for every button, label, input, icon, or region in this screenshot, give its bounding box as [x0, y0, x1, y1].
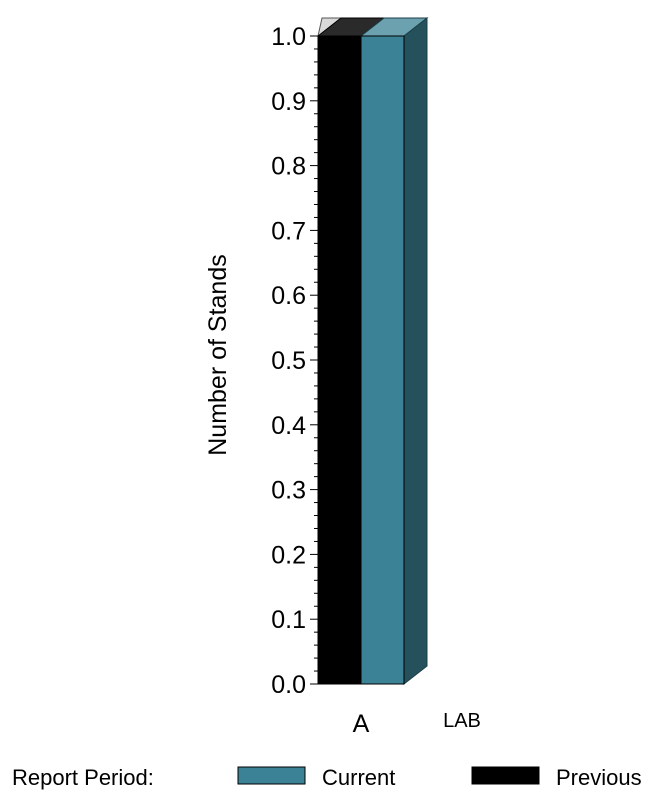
legend-swatch-previous — [471, 766, 540, 785]
y-tick-label: 1.0 — [271, 23, 306, 51]
y-tick-label: 0.7 — [271, 217, 306, 245]
y-tick-label: 0.0 — [271, 671, 306, 699]
legend-label-previous: Previous — [556, 765, 642, 790]
bar-current-a — [360, 35, 405, 685]
bar-side-current — [403, 16, 428, 686]
y-tick-label: 0.4 — [271, 412, 306, 440]
x-category-label: A — [353, 710, 370, 738]
x-categories: A — [353, 710, 370, 738]
y-tick-label: 0.6 — [271, 282, 306, 310]
y-tick-label: 0.3 — [271, 477, 306, 505]
legend: Report Period: Current Previous — [12, 765, 642, 790]
legend-swatch-current — [237, 766, 306, 785]
y-axis-title: Number of Stands — [204, 254, 232, 456]
bar-previous-a — [317, 35, 362, 685]
y-tick-label: 0.9 — [271, 88, 306, 116]
y-tick-label: 0.2 — [271, 541, 306, 569]
y-tick-label: 0.5 — [271, 347, 306, 375]
y-tick-label: 0.1 — [271, 606, 306, 634]
legend-label-current: Current — [322, 765, 395, 790]
legend-title: Report Period: — [12, 765, 154, 790]
y-tick-label: 0.8 — [271, 153, 306, 181]
y-axis: 0.0 0.1 0.2 0.3 0.4 0.5 0.6 0.7 0.8 0.9 1.0 — [271, 23, 319, 699]
bars — [316, 16, 429, 686]
group-label: LAB — [443, 710, 481, 732]
